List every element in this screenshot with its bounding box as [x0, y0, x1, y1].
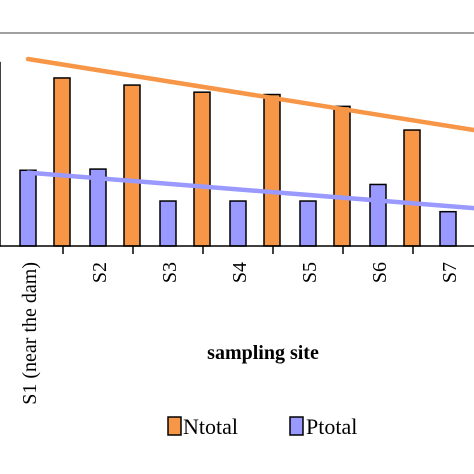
- legend-label-ntotal: Ntotal: [183, 414, 238, 439]
- bar-ntotal-s2: [53, 77, 71, 247]
- bar-ntotal-s6: [333, 105, 351, 247]
- bars-layer: [0, 61, 457, 247]
- legend-swatch-ptotal: [289, 416, 304, 436]
- bar-ptotal-s4: [229, 200, 247, 247]
- x-ticks-layer: [62, 246, 414, 254]
- bar-ntotal-s3: [123, 84, 141, 247]
- bar-ptotal-s7: [439, 210, 457, 247]
- legend-swatch-ntotal: [167, 416, 182, 436]
- x-axis-title: sampling site: [207, 342, 319, 364]
- x-tick-label-s2: S2: [89, 262, 111, 283]
- legend-label-ptotal: Ptotal: [306, 414, 357, 439]
- trendlines-layer: [25, 56, 474, 211]
- bar-ntotal-s7: [403, 129, 421, 247]
- bar-ptotal-s6: [369, 183, 387, 247]
- x-tick-label-s4: S4: [229, 262, 251, 283]
- trendline-ptotal: [25, 170, 474, 211]
- bar-ptotal-s5: [299, 200, 317, 247]
- x-tick-label-s1-near-the-dam: S1 (near the dam): [19, 262, 41, 405]
- x-tick-label-s3: S3: [159, 262, 181, 283]
- legend: Ntotal Ptotal: [167, 414, 357, 439]
- x-tick-label-s5: S5: [299, 262, 321, 283]
- trendline-ntotal: [25, 56, 474, 133]
- x-tick-label-s7: S7: [439, 262, 461, 283]
- x-tick-labels-layer: S1 (near the dam) S2 S3 S4 S5 S6 S7: [19, 262, 461, 405]
- x-tick-label-s6: S6: [369, 262, 391, 283]
- bar-ptotal-s1-near-the-dam: [19, 169, 37, 247]
- bar-ntotal-s4: [193, 91, 211, 247]
- bar-ptotal-s3: [159, 200, 177, 247]
- bar-ntotal-s5: [263, 93, 281, 247]
